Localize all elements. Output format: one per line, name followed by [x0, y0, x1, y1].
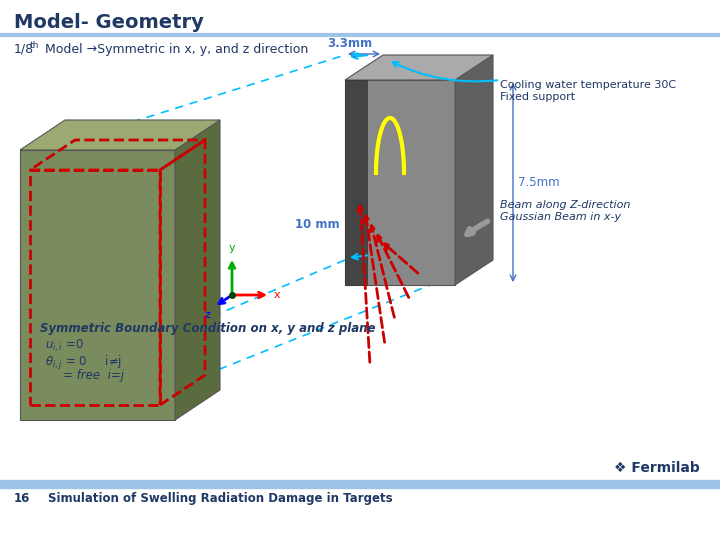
Text: $u_{i,i}$ =0: $u_{i,i}$ =0: [45, 338, 84, 354]
Text: = free  i=j: = free i=j: [63, 369, 124, 382]
Text: 10 mm: 10 mm: [295, 219, 340, 232]
Polygon shape: [345, 80, 367, 285]
Polygon shape: [345, 80, 455, 285]
Polygon shape: [20, 150, 175, 420]
Text: 1/8: 1/8: [14, 43, 34, 56]
Text: Model →Symmetric in x, y, and z direction: Model →Symmetric in x, y, and z directio…: [37, 43, 308, 56]
Polygon shape: [455, 55, 493, 285]
Text: z: z: [204, 310, 210, 320]
Text: Cooling water temperature 30C
Fixed support: Cooling water temperature 30C Fixed supp…: [500, 80, 676, 102]
Polygon shape: [345, 55, 493, 80]
Text: 7.5mm: 7.5mm: [518, 177, 559, 190]
Text: 16: 16: [14, 492, 30, 505]
Text: 3.3mm: 3.3mm: [328, 37, 372, 50]
Text: ❖ Fermilab: ❖ Fermilab: [614, 461, 700, 475]
Bar: [30, 170, 160, 405]
Text: Symmetric Boundary Condition on x, y and z plane: Symmetric Boundary Condition on x, y and…: [40, 322, 376, 335]
Text: Beam along Z-direction
Gaussian Beam in x-y: Beam along Z-direction Gaussian Beam in …: [500, 200, 631, 221]
Text: y: y: [229, 243, 235, 253]
Text: $\theta_{i,j}$ = 0     i≠j: $\theta_{i,j}$ = 0 i≠j: [45, 354, 122, 372]
Polygon shape: [175, 120, 220, 420]
Text: x: x: [274, 290, 281, 300]
Text: th: th: [30, 41, 40, 50]
Polygon shape: [20, 120, 220, 150]
Text: Model- Geometry: Model- Geometry: [14, 13, 204, 32]
Text: Simulation of Swelling Radiation Damage in Targets: Simulation of Swelling Radiation Damage …: [48, 492, 392, 505]
